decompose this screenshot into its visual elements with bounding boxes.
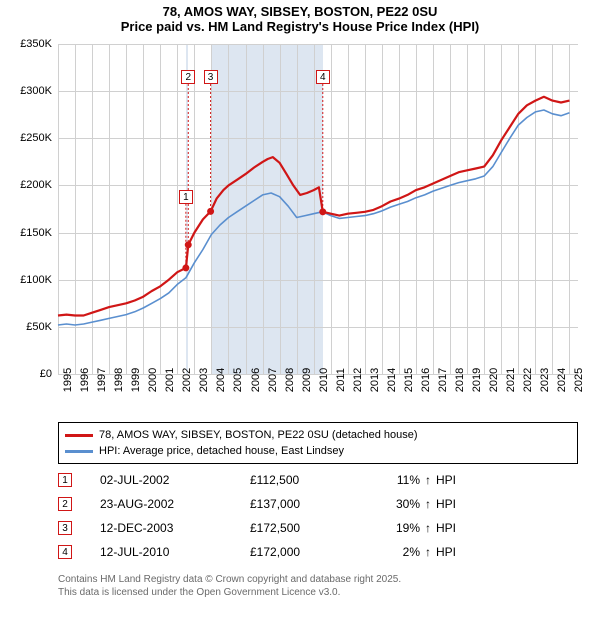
tx-pct: 30% [360,497,420,511]
x-tick-label: 2024 [556,368,568,392]
attribution-line-1: Contains HM Land Registry data © Crown c… [58,574,401,587]
x-tick-label: 2001 [164,368,176,392]
series-hpi [58,110,570,325]
x-tick-label: 2000 [147,368,159,392]
x-tick-label: 2020 [488,368,500,392]
arrow-up-icon: ↑ [420,521,436,535]
transaction-row: 3 12-DEC-2003£172,50019%↑HPI [58,516,476,540]
tx-date: 23-AUG-2002 [100,497,250,511]
x-tick-label: 2010 [318,368,330,392]
arrow-up-icon: ↑ [420,545,436,559]
legend-item: 78, AMOS WAY, SIBSEY, BOSTON, PE22 0SU (… [65,427,571,443]
tx-price: £112,500 [250,473,360,487]
x-tick-label: 2022 [522,368,534,392]
title-line-1: 78, AMOS WAY, SIBSEY, BOSTON, PE22 0SU [0,4,600,19]
legend-label: 78, AMOS WAY, SIBSEY, BOSTON, PE22 0SU (… [99,429,418,441]
y-tick-label: £0 [2,368,52,380]
legend-swatch [65,434,93,437]
x-tick-label: 2025 [573,368,585,392]
x-tick-label: 2006 [250,368,262,392]
tx-marker: 4 [58,545,72,559]
x-tick-label: 2021 [505,368,517,392]
marker-dot [185,241,192,248]
x-tick-label: 2019 [471,368,483,392]
chart-svg [58,44,578,374]
x-tick-label: 2007 [267,368,279,392]
chart-title-block: 78, AMOS WAY, SIBSEY, BOSTON, PE22 0SU P… [0,0,600,36]
transactions-table: 102-JUL-2002£112,50011%↑HPI223-AUG-2002£… [58,468,476,564]
marker-square: 1 [179,190,193,204]
marker-dot [319,208,326,215]
tx-pct: 2% [360,545,420,559]
tx-price: £172,000 [250,545,360,559]
y-tick-label: £150K [2,227,52,239]
x-tick-label: 2017 [437,368,449,392]
tx-marker: 3 [58,521,72,535]
transaction-row: 4 12-JUL-2010£172,0002%↑HPI [58,540,476,564]
tx-date: 02-JUL-2002 [100,473,250,487]
tx-marker: 2 [58,497,72,511]
series-price_paid [58,97,570,316]
tx-hpi-label: HPI [436,521,476,535]
arrow-up-icon: ↑ [420,497,436,511]
attribution-line-2: This data is licensed under the Open Gov… [58,587,401,600]
marker-square: 2 [181,70,195,84]
y-tick-label: £300K [2,85,52,97]
tx-date: 12-JUL-2010 [100,545,250,559]
marker-square: 3 [204,70,218,84]
x-tick-label: 2011 [335,368,347,392]
legend-label: HPI: Average price, detached house, East… [99,445,344,457]
marker-square: 4 [316,70,330,84]
y-tick-label: £350K [2,38,52,50]
tx-price: £172,500 [250,521,360,535]
legend-swatch [65,450,93,453]
attribution: Contains HM Land Registry data © Crown c… [58,574,401,599]
x-tick-label: 2012 [352,368,364,392]
legend: 78, AMOS WAY, SIBSEY, BOSTON, PE22 0SU (… [58,422,578,464]
transaction-row: 2 23-AUG-2002£137,00030%↑HPI [58,492,476,516]
y-tick-label: £50K [2,321,52,333]
x-tick-label: 2002 [181,368,193,392]
tx-date: 12-DEC-2003 [100,521,250,535]
y-tick-label: £250K [2,132,52,144]
x-tick-label: 2013 [369,368,381,392]
x-tick-label: 1996 [79,368,91,392]
x-tick-label: 1998 [113,368,125,392]
x-tick-label: 1999 [130,368,142,392]
tx-pct: 19% [360,521,420,535]
x-tick-label: 2015 [403,368,415,392]
marker-dot [207,208,214,215]
tx-hpi-label: HPI [436,473,476,487]
tx-pct: 11% [360,473,420,487]
tx-hpi-label: HPI [436,497,476,511]
x-tick-label: 2008 [284,368,296,392]
chart-area: £0£50K£100K£150K£200K£250K£300K£350K1995… [58,44,578,374]
x-tick-label: 1995 [62,368,74,392]
x-tick-label: 2003 [198,368,210,392]
x-tick-label: 1997 [96,368,108,392]
x-tick-label: 2014 [386,368,398,392]
tx-marker: 1 [58,473,72,487]
x-tick-label: 2004 [215,368,227,392]
y-tick-label: £100K [2,274,52,286]
x-tick-label: 2009 [301,368,313,392]
x-tick-label: 2023 [539,368,551,392]
marker-dot [182,264,189,271]
x-tick-label: 2005 [232,368,244,392]
y-tick-label: £200K [2,179,52,191]
title-line-2: Price paid vs. HM Land Registry's House … [0,19,600,34]
transaction-row: 1 02-JUL-2002£112,50011%↑HPI [58,468,476,492]
tx-price: £137,000 [250,497,360,511]
arrow-up-icon: ↑ [420,473,436,487]
x-tick-label: 2018 [454,368,466,392]
tx-hpi-label: HPI [436,545,476,559]
legend-item: HPI: Average price, detached house, East… [65,443,571,459]
x-tick-label: 2016 [420,368,432,392]
